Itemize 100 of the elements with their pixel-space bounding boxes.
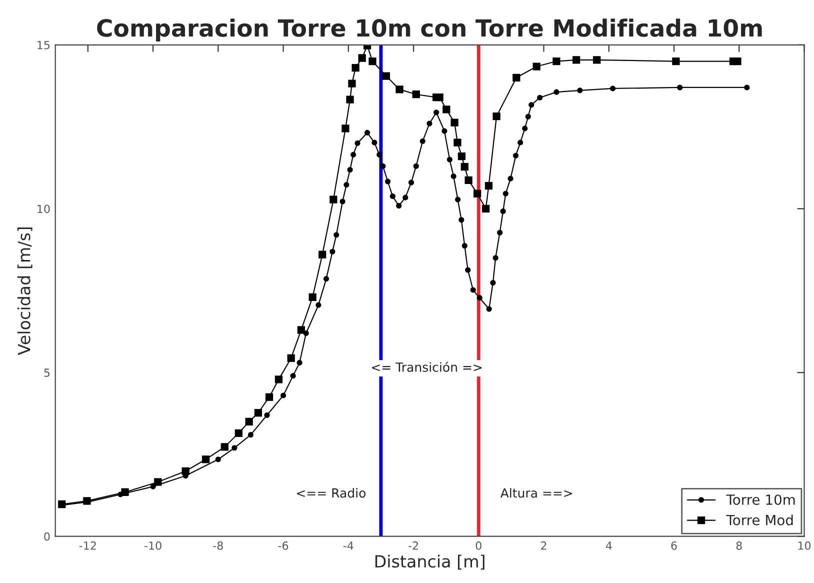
- y-tick-label: 0: [44, 532, 50, 541]
- point: [318, 250, 326, 258]
- annotation: Altura ==>: [500, 488, 572, 498]
- point: [342, 124, 350, 132]
- legend-label: Torre 10m: [726, 494, 795, 505]
- point: [202, 456, 210, 464]
- point: [372, 140, 378, 146]
- y-axis-title: Velocidad [m/s]: [17, 227, 32, 356]
- point: [593, 56, 601, 64]
- x-axis-title: Distancia [m]: [375, 554, 484, 570]
- point: [354, 140, 360, 146]
- point: [412, 90, 420, 98]
- x-tick-label: -10: [144, 541, 162, 550]
- point: [346, 96, 354, 104]
- point: [572, 56, 580, 64]
- point: [458, 152, 466, 160]
- point: [382, 72, 390, 80]
- x-tick-label: -8: [213, 541, 223, 550]
- legend-label: Torre Mod: [726, 514, 793, 526]
- point: [552, 57, 560, 66]
- point: [368, 57, 376, 66]
- point: [476, 295, 482, 301]
- annotation: <= Transición =>: [372, 362, 482, 372]
- point: [154, 478, 162, 486]
- x-tick-label: -12: [79, 541, 96, 550]
- point: [316, 302, 322, 308]
- point: [492, 112, 500, 120]
- point: [385, 178, 391, 184]
- point: [330, 196, 338, 204]
- point: [297, 326, 305, 334]
- point: [352, 64, 360, 72]
- point: [470, 287, 476, 293]
- x-tick-label: 0: [476, 541, 482, 550]
- point: [465, 267, 471, 273]
- point: [330, 248, 336, 254]
- point: [458, 217, 464, 223]
- point: [734, 57, 742, 66]
- point: [454, 138, 462, 146]
- x-tick-label: -4: [343, 542, 354, 550]
- point: [396, 202, 402, 209]
- point: [426, 120, 432, 126]
- point: [537, 94, 543, 100]
- point: [280, 392, 286, 398]
- point: [554, 89, 560, 95]
- point: [492, 255, 498, 261]
- point: [522, 126, 528, 132]
- point: [308, 293, 316, 301]
- point: [532, 62, 540, 70]
- point: [434, 110, 440, 116]
- point: [442, 128, 448, 134]
- point: [358, 54, 366, 62]
- point: [420, 138, 426, 144]
- point: [323, 276, 330, 282]
- point: [577, 88, 583, 94]
- x-tick-label: 8: [736, 541, 742, 550]
- point: [442, 106, 450, 114]
- point: [274, 376, 283, 384]
- point: [215, 456, 221, 462]
- point: [455, 196, 461, 202]
- annotation: <== Radio: [297, 488, 366, 498]
- point: [528, 102, 534, 108]
- y-tick-label: 10: [38, 204, 50, 214]
- point: [502, 190, 508, 196]
- chart-title: Comparacion Torre 10m con Torre Modificada 10m: [97, 18, 762, 42]
- x-tick-label: 6: [671, 541, 677, 550]
- point: [380, 163, 386, 169]
- point: [474, 190, 482, 198]
- point: [486, 306, 492, 312]
- x-tick-label: -6: [278, 541, 288, 550]
- point: [220, 443, 228, 451]
- point: [182, 467, 190, 475]
- point: [490, 280, 496, 286]
- point: [376, 152, 382, 158]
- point: [508, 176, 514, 182]
- point: [234, 429, 242, 437]
- point: [484, 182, 493, 190]
- x-tick-label: 2: [541, 541, 546, 550]
- point: [265, 393, 274, 401]
- point: [672, 57, 680, 66]
- point: [296, 360, 302, 366]
- point: [610, 86, 616, 92]
- point: [744, 84, 750, 90]
- point: [497, 230, 503, 236]
- point: [446, 156, 452, 162]
- point: [254, 409, 262, 417]
- point: [402, 194, 408, 200]
- point: [248, 432, 254, 438]
- point: [408, 180, 414, 186]
- y-tick-label: 15: [38, 41, 50, 50]
- point: [364, 130, 370, 136]
- x-tick-label: 4: [606, 542, 612, 550]
- point: [390, 193, 396, 200]
- point: [264, 412, 270, 418]
- point: [290, 373, 296, 379]
- point: [245, 418, 253, 426]
- point: [462, 242, 468, 249]
- point: [287, 354, 295, 362]
- point: [347, 166, 353, 172]
- x-tick-label: 10: [798, 541, 811, 550]
- point: [350, 152, 356, 158]
